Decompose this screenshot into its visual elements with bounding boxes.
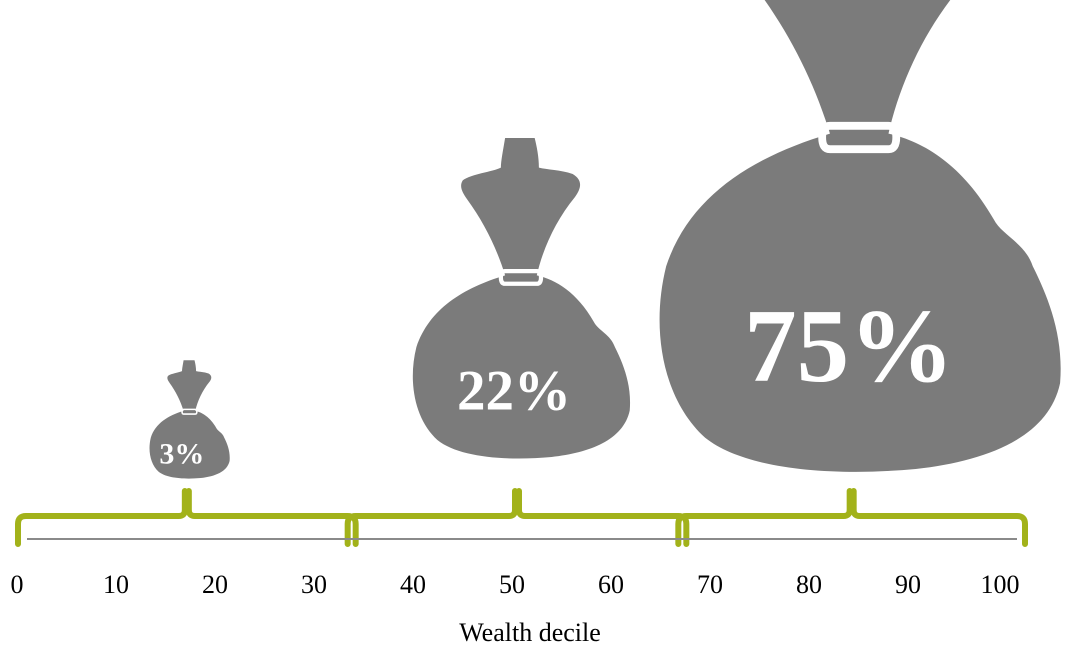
x-tick-label-90: 90 bbox=[895, 570, 921, 599]
x-tick-label-0: 0 bbox=[11, 570, 24, 599]
x-tick-label-10: 10 bbox=[103, 570, 129, 599]
group-brace-2 bbox=[344, 488, 690, 547]
x-tick-label-80: 80 bbox=[796, 570, 822, 599]
group-braces bbox=[15, 488, 1028, 547]
bag-value-label-2: 22% bbox=[457, 359, 571, 422]
x-tick-label-70: 70 bbox=[697, 570, 723, 599]
x-tick-label-40: 40 bbox=[400, 570, 426, 599]
group-brace-1 bbox=[15, 488, 359, 547]
x-axis-tick-labels: 0 10 20 30 40 50 60 70 80 90 100 bbox=[11, 570, 1020, 599]
group-brace-3 bbox=[675, 488, 1028, 547]
x-tick-label-50: 50 bbox=[499, 570, 525, 599]
x-tick-label-20: 20 bbox=[202, 570, 228, 599]
x-tick-label-60: 60 bbox=[598, 570, 624, 599]
bag-value-label-3: 75% bbox=[744, 287, 954, 404]
money-bags: 3% 22% 75% bbox=[148, 0, 1061, 480]
x-tick-label-100: 100 bbox=[981, 570, 1020, 599]
bag-value-label-1: 3% bbox=[159, 438, 204, 471]
x-tick-label-30: 30 bbox=[301, 570, 327, 599]
x-axis-title: Wealth decile bbox=[459, 618, 601, 647]
